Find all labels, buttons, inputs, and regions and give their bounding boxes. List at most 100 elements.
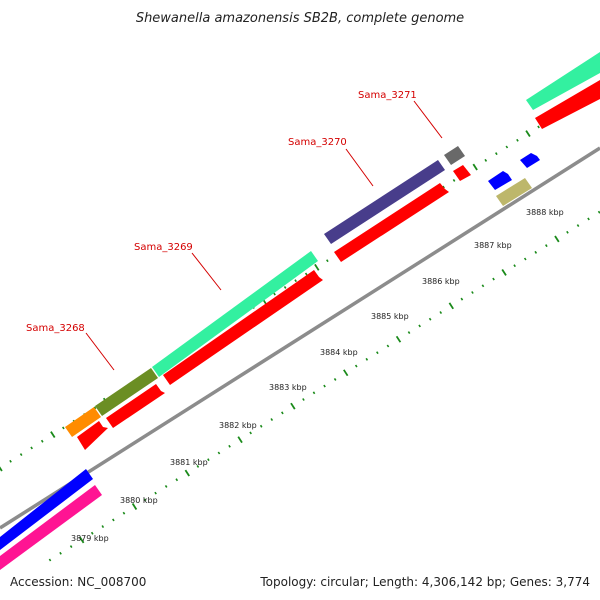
major-tick-mark <box>290 402 296 410</box>
minor-tick-mark <box>283 285 287 289</box>
callout-line-sama-3268 <box>85 332 115 371</box>
minor-tick-mark <box>9 459 12 463</box>
minor-tick-mark <box>495 152 498 156</box>
minor-tick-mark <box>566 230 569 234</box>
minor-tick-mark <box>273 292 276 296</box>
minor-tick-mark <box>294 279 297 283</box>
gene-feature-blue-small-1[interactable] <box>488 171 512 190</box>
minor-tick-mark <box>48 558 52 562</box>
minor-tick-mark <box>59 551 62 555</box>
minor-tick-mark <box>534 250 538 254</box>
minor-tick-mark <box>259 424 263 428</box>
gene-label-sama-3269: Sama_3269 <box>134 242 193 253</box>
minor-tick-mark <box>418 324 421 328</box>
gene-feature-red-5[interactable] <box>453 165 471 181</box>
major-tick-mark <box>395 335 402 343</box>
gene-feature-red-3[interactable] <box>163 270 323 385</box>
scale-label-3881: 3881 kbp <box>170 458 208 467</box>
minor-tick-mark <box>302 398 305 401</box>
minor-tick-mark <box>312 391 316 395</box>
minor-tick-mark <box>439 311 443 315</box>
minor-tick-mark <box>112 518 115 522</box>
gene-label-sama-3270: Sama_3270 <box>288 137 347 148</box>
major-tick-mark <box>0 466 3 472</box>
minor-tick-mark <box>428 317 432 321</box>
genome-backbone <box>0 146 600 530</box>
minor-tick-mark <box>196 464 200 468</box>
minor-tick-mark <box>492 277 495 281</box>
major-tick-mark <box>448 302 454 310</box>
gene-feature-pink-left[interactable] <box>0 485 102 570</box>
accession-text: Accession: NC_008700 <box>10 575 146 589</box>
gene-label-sama-3271: Sama_3271 <box>358 90 417 101</box>
minor-tick-mark <box>93 406 97 410</box>
minor-tick-mark <box>143 498 147 502</box>
minor-tick-mark <box>376 351 379 355</box>
minor-tick-mark <box>69 545 73 549</box>
minor-tick-mark <box>523 257 527 261</box>
genome-summary-text: Topology: circular; Length: 4,306,142 bp… <box>259 575 590 589</box>
gene-feature-blue-left[interactable] <box>0 469 93 550</box>
minor-tick-mark <box>19 453 23 457</box>
gene-feature-red-1[interactable] <box>77 421 108 450</box>
minor-tick-mark <box>452 178 456 182</box>
scale-label-3888: 3888 kbp <box>526 208 564 217</box>
minor-tick-mark <box>505 145 509 149</box>
gene-feature-sama-3269[interactable] <box>152 251 318 377</box>
minor-tick-mark <box>323 384 326 388</box>
callout-line-sama-3271 <box>413 100 443 139</box>
scale-label-3880: 3880 kbp <box>120 496 158 505</box>
minor-tick-mark <box>217 451 221 455</box>
minor-tick-mark <box>407 331 411 335</box>
gene-feature-sama-3268[interactable] <box>95 368 158 416</box>
callout-line-sama-3270 <box>345 148 374 187</box>
major-tick-mark <box>79 536 85 544</box>
minor-tick-mark <box>40 439 44 443</box>
major-tick-mark <box>131 503 138 510</box>
minor-tick-mark <box>537 125 540 129</box>
minor-tick-mark <box>545 244 548 248</box>
scale-label-3884: 3884 kbp <box>320 348 358 357</box>
major-tick-mark <box>525 130 531 137</box>
scale-label-3885: 3885 kbp <box>371 312 409 321</box>
minor-tick-mark <box>30 446 33 450</box>
gene-feature-blue-small-2[interactable] <box>520 153 540 168</box>
gene-feature-orange[interactable] <box>65 407 101 437</box>
gene-feature-red-right[interactable] <box>535 80 600 129</box>
minor-tick-mark <box>460 297 464 301</box>
minor-tick-mark <box>333 377 337 381</box>
gene-feature-sama-3270[interactable] <box>324 160 445 244</box>
minor-tick-mark <box>249 431 252 435</box>
gene-feature-mint-right[interactable] <box>526 52 600 110</box>
minor-tick-mark <box>587 217 590 221</box>
minor-tick-mark <box>304 272 308 276</box>
gene-feature-khaki[interactable] <box>496 178 532 206</box>
gene-label-sama-3268: Sama_3268 <box>26 323 85 334</box>
minor-tick-mark <box>270 418 274 422</box>
minor-tick-mark <box>207 458 210 462</box>
gene-feature-sama-3271[interactable] <box>444 146 465 165</box>
inner-tick-ring <box>48 210 600 562</box>
minor-tick-mark <box>175 478 179 482</box>
gene-feature-red-4[interactable] <box>334 183 449 262</box>
major-tick-mark <box>314 263 320 271</box>
minor-tick-mark <box>576 224 580 228</box>
minor-tick-mark <box>281 411 284 415</box>
major-tick-mark <box>554 235 560 243</box>
map-title: Shewanella amazonensis SB2B, complete ge… <box>136 11 464 26</box>
scale-label-3883: 3883 kbp <box>269 383 307 392</box>
major-tick-mark <box>184 469 190 477</box>
minor-tick-mark <box>481 284 485 288</box>
minor-tick-mark <box>354 364 358 368</box>
minor-tick-mark <box>365 357 369 361</box>
minor-tick-mark <box>471 291 474 294</box>
minor-tick-mark <box>484 158 488 162</box>
major-tick-mark <box>237 436 243 444</box>
gene-feature-red-2[interactable] <box>106 384 165 428</box>
major-tick-mark <box>472 163 478 171</box>
scale-label-3882: 3882 kbp <box>219 421 257 430</box>
minor-tick-mark <box>154 491 157 495</box>
scale-label-3887: 3887 kbp <box>474 241 512 250</box>
minor-tick-mark <box>516 138 519 142</box>
